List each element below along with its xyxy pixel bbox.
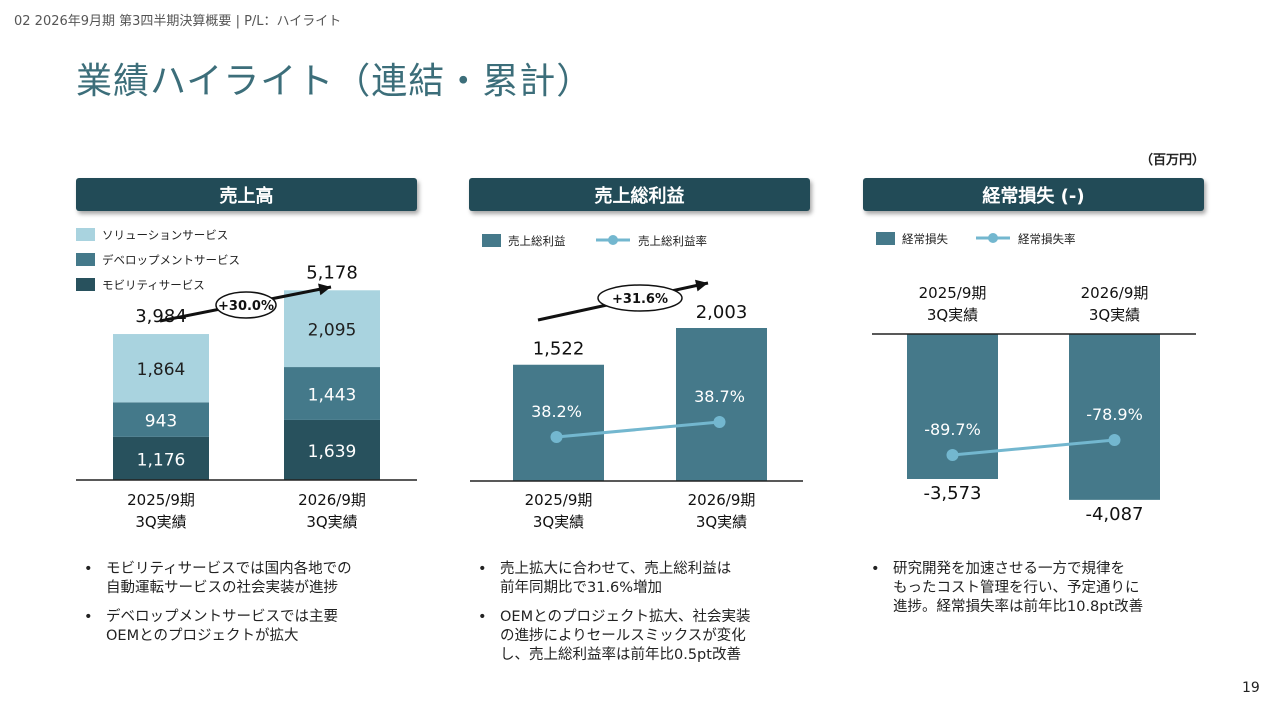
bar-segment	[284, 367, 380, 420]
data-label: 1,639	[308, 442, 357, 462]
bar-segment	[113, 402, 209, 437]
legend-swatch	[76, 278, 95, 291]
data-label: -3,573	[923, 483, 981, 504]
panel-header-ordinary-loss: 経常損失 (-)	[863, 178, 1204, 211]
bullet-list-ordinary-loss: 研究開発を加速させる一方で規律を もったコスト管理を行い、予定通りに 進捗。経常…	[867, 560, 1217, 627]
legend-label: デベロップメントサービス	[102, 253, 240, 267]
growth-label: +31.6%	[612, 292, 668, 307]
legend-swatch	[876, 232, 895, 245]
rate-line	[952, 438, 1115, 457]
bar-segment	[284, 290, 380, 368]
bar	[676, 328, 767, 481]
bar-segment	[113, 436, 209, 480]
unit-label: （百万円）	[1140, 153, 1206, 168]
x-tick-label: 2026/9期	[688, 491, 756, 509]
data-label: -4,087	[1085, 504, 1143, 525]
data-label: 943	[145, 412, 177, 432]
panel-header-sales: 売上高	[76, 178, 417, 211]
bullet-list-gross-profit: 売上拡大に合わせて、売上総利益は 前年同期比で31.6%増加 OEMとのプロジェ…	[474, 560, 824, 675]
growth-arrowhead	[694, 279, 708, 292]
rate-marker	[1108, 434, 1121, 446]
x-tick-label: 2026/9期	[298, 491, 366, 509]
rate-label: 38.7%	[694, 387, 745, 406]
legend-label: モビリティサービス	[102, 278, 205, 292]
bullet-list-sales: モビリティサービスでは国内各地での 自動運転サービスの社会実装が進捗 デベロップ…	[80, 560, 430, 656]
bullet-item: 売上拡大に合わせて、売上総利益は 前年同期比で31.6%増加	[474, 560, 824, 598]
bullet-item: デベロップメントサービスでは主要 OEMとのプロジェクトが拡大	[80, 608, 430, 646]
x-tick-label: 2025/9期	[919, 284, 987, 302]
data-label: 1,522	[533, 339, 585, 360]
x-tick-label: 3Q実績	[533, 513, 584, 531]
x-tick-label: 3Q実績	[1089, 306, 1140, 324]
growth-arrowhead	[318, 283, 331, 296]
bar-segment	[113, 334, 209, 403]
legend-label: 経常損失率	[1018, 232, 1076, 246]
growth-label: +30.0%	[218, 299, 274, 314]
bar	[1069, 334, 1160, 500]
data-label: 2,095	[308, 321, 357, 341]
bar-segment	[284, 419, 380, 480]
bullet-item: OEMとのプロジェクト拡大、社会実装 の進捗によりセールスミックスが変化 し、売…	[474, 608, 824, 665]
page-number: 19	[1242, 680, 1260, 696]
bullet-item: モビリティサービスでは国内各地での 自動運転サービスの社会実装が進捗	[80, 560, 430, 598]
rate-marker	[713, 416, 726, 428]
x-tick-label: 3Q実績	[696, 513, 747, 531]
total-label: 5,178	[306, 262, 358, 283]
data-label: 1,176	[137, 450, 186, 470]
bar	[513, 364, 604, 481]
total-label: 3,984	[135, 306, 187, 327]
x-tick-label: 2025/9期	[127, 491, 195, 509]
legend-label: ソリューションサービス	[102, 228, 228, 242]
rate-label: -89.7%	[924, 420, 981, 439]
x-tick-label: 2026/9期	[1081, 284, 1149, 302]
legend-label: 経常損失	[902, 232, 948, 246]
breadcrumb: 02 2026年9月期 第3四半期決算概要 | P/L：ハイライト	[14, 14, 342, 29]
legend-swatch	[76, 253, 95, 266]
x-tick-label: 3Q実績	[135, 513, 186, 531]
rate-line	[556, 420, 720, 439]
rate-label: -78.9%	[1086, 405, 1143, 424]
rate-marker	[550, 431, 563, 443]
rate-marker	[946, 449, 959, 461]
bullet-item: 研究開発を加速させる一方で規律を もったコスト管理を行い、予定通りに 進捗。経常…	[867, 560, 1217, 617]
legend-swatch	[482, 234, 501, 247]
panel-header-gross-profit: 売上総利益	[469, 178, 810, 211]
data-label: 1,443	[308, 385, 357, 405]
legend-label: 売上総利益率	[638, 234, 707, 248]
growth-badge	[215, 291, 277, 319]
rate-label: 38.2%	[531, 402, 582, 421]
data-label: 2,003	[696, 302, 748, 323]
legend-swatch	[76, 228, 95, 241]
data-label: 1,864	[137, 360, 186, 380]
page-title: 業績ハイライト（連結・累計）	[76, 61, 594, 102]
x-tick-label: 3Q実績	[306, 513, 357, 531]
x-tick-label: 2025/9期	[525, 491, 593, 509]
legend-label: 売上総利益	[508, 234, 566, 248]
legend-marker	[608, 235, 618, 245]
x-tick-label: 3Q実績	[927, 306, 978, 324]
growth-badge	[597, 284, 683, 312]
legend-marker	[988, 233, 998, 243]
